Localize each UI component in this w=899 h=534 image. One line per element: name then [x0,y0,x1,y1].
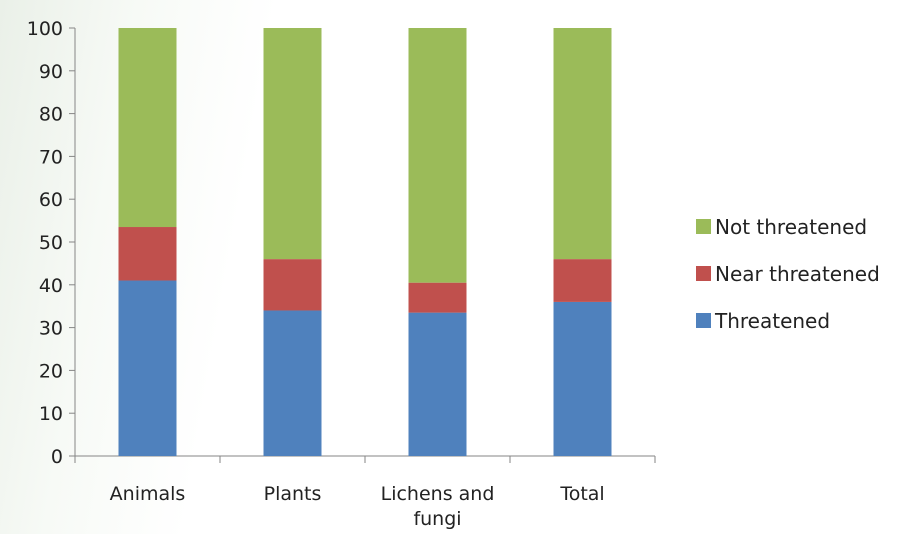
y-tick-label: 80 [39,104,63,126]
bar-segment-threatened [553,301,612,456]
y-tick-label: 90 [39,61,63,83]
bar-segment-threatened [118,280,177,456]
bar-segment-threatened [263,310,322,456]
x-category-label: Total [559,483,604,505]
x-category-label-line: Animals [110,483,186,505]
legend-swatch [696,313,711,328]
y-tick-label: 60 [39,189,63,211]
y-tick-labels: 0 10 20 30 40 50 60 70 80 90 100 [27,18,63,468]
legend-item-threatened: Threatened [696,309,830,333]
legend-label: Near threatened [715,262,880,286]
y-tick-label: 50 [39,232,63,254]
legend-swatch [696,266,711,281]
x-category-label-line: Lichens and [381,483,495,505]
bar-segment-not-threatened [553,28,612,260]
x-category-label: Animals [110,483,186,505]
legend: Not threatened Near threatened Threatened [696,215,880,333]
bars [118,28,612,456]
x-category-labels: Animals Plants Lichens and fungi Total [110,483,605,530]
legend-label: Not threatened [715,215,867,239]
x-category-label: Plants [264,483,322,505]
y-tick-label: 70 [39,146,63,168]
legend-swatch [696,219,711,234]
bar-segment-near-threatened [553,259,612,302]
bar-segment-near-threatened [118,227,177,281]
y-tick-label: 30 [39,318,63,340]
y-tick-label: 100 [27,18,63,40]
bar-segment-not-threatened [118,28,177,228]
x-category-label-line: fungi [413,508,461,530]
y-tick-label: 20 [39,360,63,382]
y-tick-label: 0 [51,446,63,468]
bar-segment-not-threatened [408,28,467,283]
legend-item-not-threatened: Not threatened [696,215,867,239]
bar-segment-near-threatened [408,282,467,313]
bar-segment-near-threatened [263,259,322,311]
bar-segment-not-threatened [263,28,322,260]
legend-label: Threatened [714,309,830,333]
bar-segment-threatened [408,312,467,456]
x-category-label: Lichens and fungi [381,483,495,530]
y-tick-label: 10 [39,403,63,425]
x-category-label-line: Plants [264,483,322,505]
legend-item-near-threatened: Near threatened [696,262,880,286]
x-category-label-line: Total [559,483,604,505]
y-tick-label: 40 [39,275,63,297]
